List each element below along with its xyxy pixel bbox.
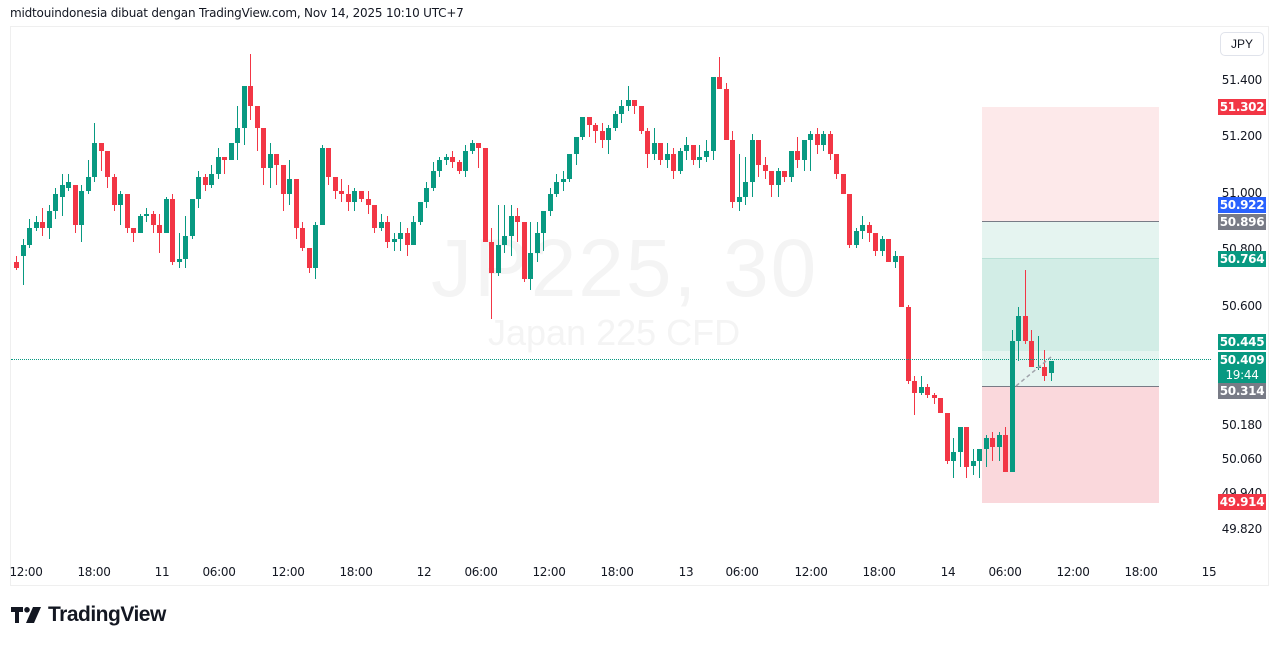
price-tick: 49.820 (1221, 522, 1263, 536)
time-tick: 12 (416, 565, 432, 579)
price-tick: 51.000 (1221, 186, 1263, 200)
price-label: 50.896 (1218, 214, 1266, 230)
time-tick: 18:00 (339, 565, 373, 579)
time-tick: 15 (1201, 565, 1217, 579)
projection-dashed-line (1015, 356, 1052, 387)
tradingview-logo-text: TradingView (48, 603, 166, 626)
time-tick: 18:00 (77, 565, 111, 579)
time-tick: 14 (940, 565, 956, 579)
price-tick: 50.180 (1221, 418, 1263, 432)
time-tick: 12:00 (1056, 565, 1090, 579)
price-tick: 51.200 (1221, 129, 1263, 143)
time-tick: 12:00 (794, 565, 828, 579)
watermark-description: Japan 225 CFD (488, 312, 741, 353)
position-target-zone-light[interactable] (982, 222, 1159, 259)
tradingview-logo[interactable]: TradingView (11, 603, 166, 627)
position-entry-line[interactable] (982, 386, 1159, 387)
price-label: 19:44 (1218, 367, 1266, 383)
time-tick: 12:00 (9, 565, 43, 579)
chart-plot-area[interactable]: JP225, 30 Japan 225 CFD (11, 27, 1211, 557)
chart-caption: midtouindonesia dibuat dengan TradingVie… (10, 6, 464, 20)
time-axis[interactable]: 12:00 18:00 11 06:00 12:00 18:00 12 06:00 12:00 1… (9, 557, 1216, 585)
time-tick: 06:00 (464, 565, 498, 579)
position-stop-zone-upper[interactable] (982, 107, 1159, 222)
time-tick: 13 (678, 565, 694, 579)
price-scale[interactable]: JPY 51.400 51.200 51.000 50.800 50.600 50.180… (1211, 27, 1268, 557)
price-tick: 51.400 (1221, 73, 1263, 87)
watermark-symbol: JP225, 30 (431, 223, 819, 314)
tradingview-logo-icon (11, 607, 41, 623)
currency-button[interactable]: JPY (1220, 32, 1264, 56)
position-tp-line (982, 258, 1159, 259)
time-tick: 11 (154, 565, 170, 579)
time-tick: 12:00 (532, 565, 566, 579)
price-label: 50.409 (1218, 352, 1266, 368)
time-tick: 06:00 (988, 565, 1022, 579)
price-tick: 50.600 (1221, 299, 1263, 313)
price-label: 50.922 (1218, 197, 1266, 213)
position-target-zone[interactable] (982, 259, 1159, 351)
time-tick: 12:00 (271, 565, 305, 579)
price-label: 50.314 (1218, 383, 1266, 399)
price-label: 51.302 (1218, 99, 1266, 115)
current-price-line (11, 359, 1211, 360)
price-label: 50.445 (1218, 334, 1266, 350)
price-label: 50.764 (1218, 251, 1266, 267)
position-entry-line-top[interactable] (982, 221, 1159, 222)
time-tick: 06:00 (725, 565, 759, 579)
price-label: 49.914 (1218, 494, 1266, 510)
time-tick: 06:00 (202, 565, 236, 579)
price-tick: 50.060 (1221, 452, 1263, 466)
time-tick: 18:00 (600, 565, 634, 579)
time-tick: 18:00 (862, 565, 896, 579)
time-tick: 18:00 (1124, 565, 1158, 579)
